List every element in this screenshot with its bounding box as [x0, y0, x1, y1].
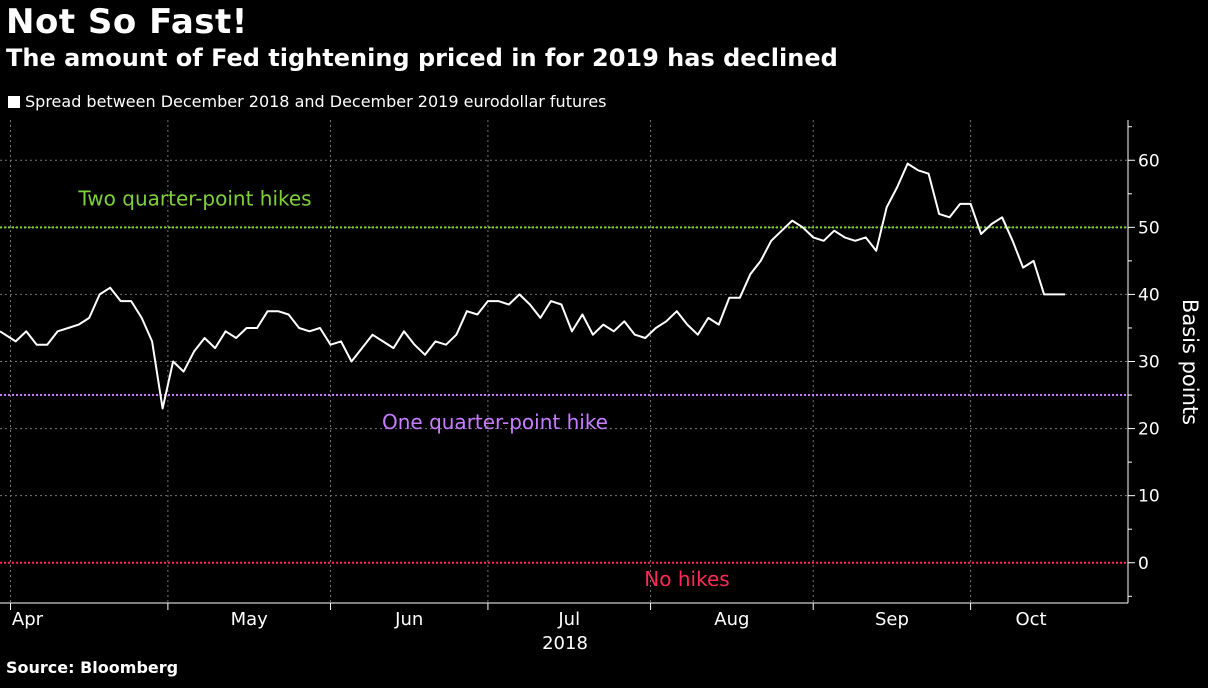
x-tick-label: May: [231, 609, 269, 630]
legend-swatch: [8, 95, 20, 108]
chart-title: Not So Fast!: [6, 2, 248, 42]
y-tick-label: 20: [1138, 420, 1160, 440]
y-tick-label: 30: [1138, 353, 1160, 373]
x-axis-label: 2018: [542, 633, 588, 654]
series-line: [0, 162, 1065, 410]
source-note: Source: Bloomberg: [6, 658, 179, 677]
y-tick-label: 10: [1138, 487, 1160, 507]
y-tick-label: 40: [1138, 285, 1160, 305]
x-tick-label: Jun: [394, 609, 423, 630]
reference-lines: Two quarter-point hikes One quarter-point…: [0, 186, 1128, 591]
reference-label: No hikes: [644, 567, 729, 591]
x-tick-label: Sep: [875, 609, 909, 630]
reference-label: One quarter-point hike: [382, 410, 608, 434]
y-tick-label: 60: [1138, 151, 1160, 171]
legend-label: Spread between December 2018 and Decembe…: [25, 92, 607, 111]
y-tick-label: 50: [1138, 218, 1160, 238]
x-tick-label: Oct: [1015, 609, 1046, 630]
x-tick-label: Apr: [12, 609, 44, 630]
y-tick-label: 0: [1138, 554, 1149, 574]
chart-subtitle: The amount of Fed tightening priced in f…: [6, 44, 838, 72]
y-axis-label: Basis points: [1178, 299, 1202, 425]
reference-label: Two quarter-point hikes: [77, 186, 311, 210]
axes: 0 10 20 30 40 50 60 Basis points Apr May Jun Jul Aug…: [0, 120, 1202, 654]
x-tick-label: Aug: [714, 609, 749, 630]
series: [0, 162, 1065, 410]
legend: Spread between December 2018 and Decembe…: [8, 92, 607, 111]
x-tick-label: Jul: [557, 609, 580, 630]
